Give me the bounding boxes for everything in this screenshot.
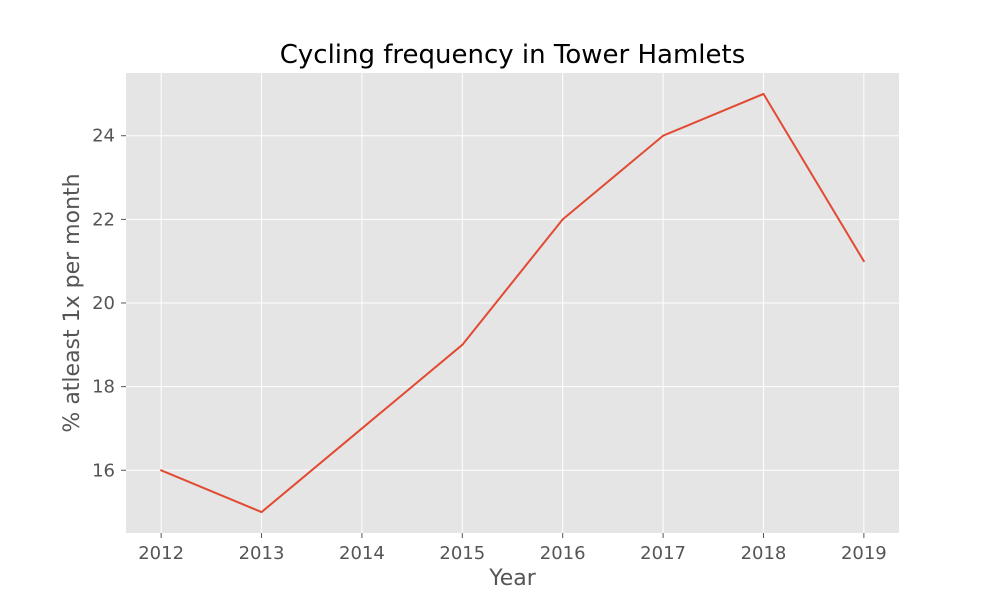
x-tick-label: 2013	[239, 543, 285, 564]
data-point	[361, 427, 363, 429]
series-layer	[160, 92, 865, 514]
y-tick-label: 20	[92, 293, 115, 314]
data-point	[160, 469, 162, 471]
x-axis-label: Year	[488, 566, 537, 591]
data-point	[261, 511, 263, 513]
data-point	[662, 135, 664, 137]
y-tick-label: 22	[92, 209, 115, 230]
x-tick-label: 2014	[339, 543, 385, 564]
chart-title: Cycling frequency in Tower Hamlets	[280, 40, 746, 70]
x-tick-label: 2015	[439, 543, 485, 564]
y-axis-label: % atleast 1x per month	[60, 173, 85, 432]
series-line	[160, 92, 865, 514]
data-point	[762, 93, 764, 95]
y-tick-label: 24	[92, 126, 115, 147]
y-tick-label: 16	[92, 460, 115, 481]
data-point	[461, 344, 463, 346]
x-tick-label: 2016	[540, 543, 586, 564]
grid-lines	[121, 73, 899, 538]
x-tick-label: 2017	[640, 543, 686, 564]
x-tick-label: 2019	[841, 543, 887, 564]
y-axis-ticks: 16 18 20 22 24	[92, 126, 115, 482]
data-point	[562, 218, 564, 220]
x-tick-label: 2012	[138, 543, 184, 564]
data-point	[863, 260, 865, 262]
x-tick-label: 2018	[741, 543, 787, 564]
y-tick-label: 18	[92, 377, 115, 398]
x-axis-ticks: 2012 2013 2014 2015 2016 2017 2018 2019	[138, 543, 887, 564]
